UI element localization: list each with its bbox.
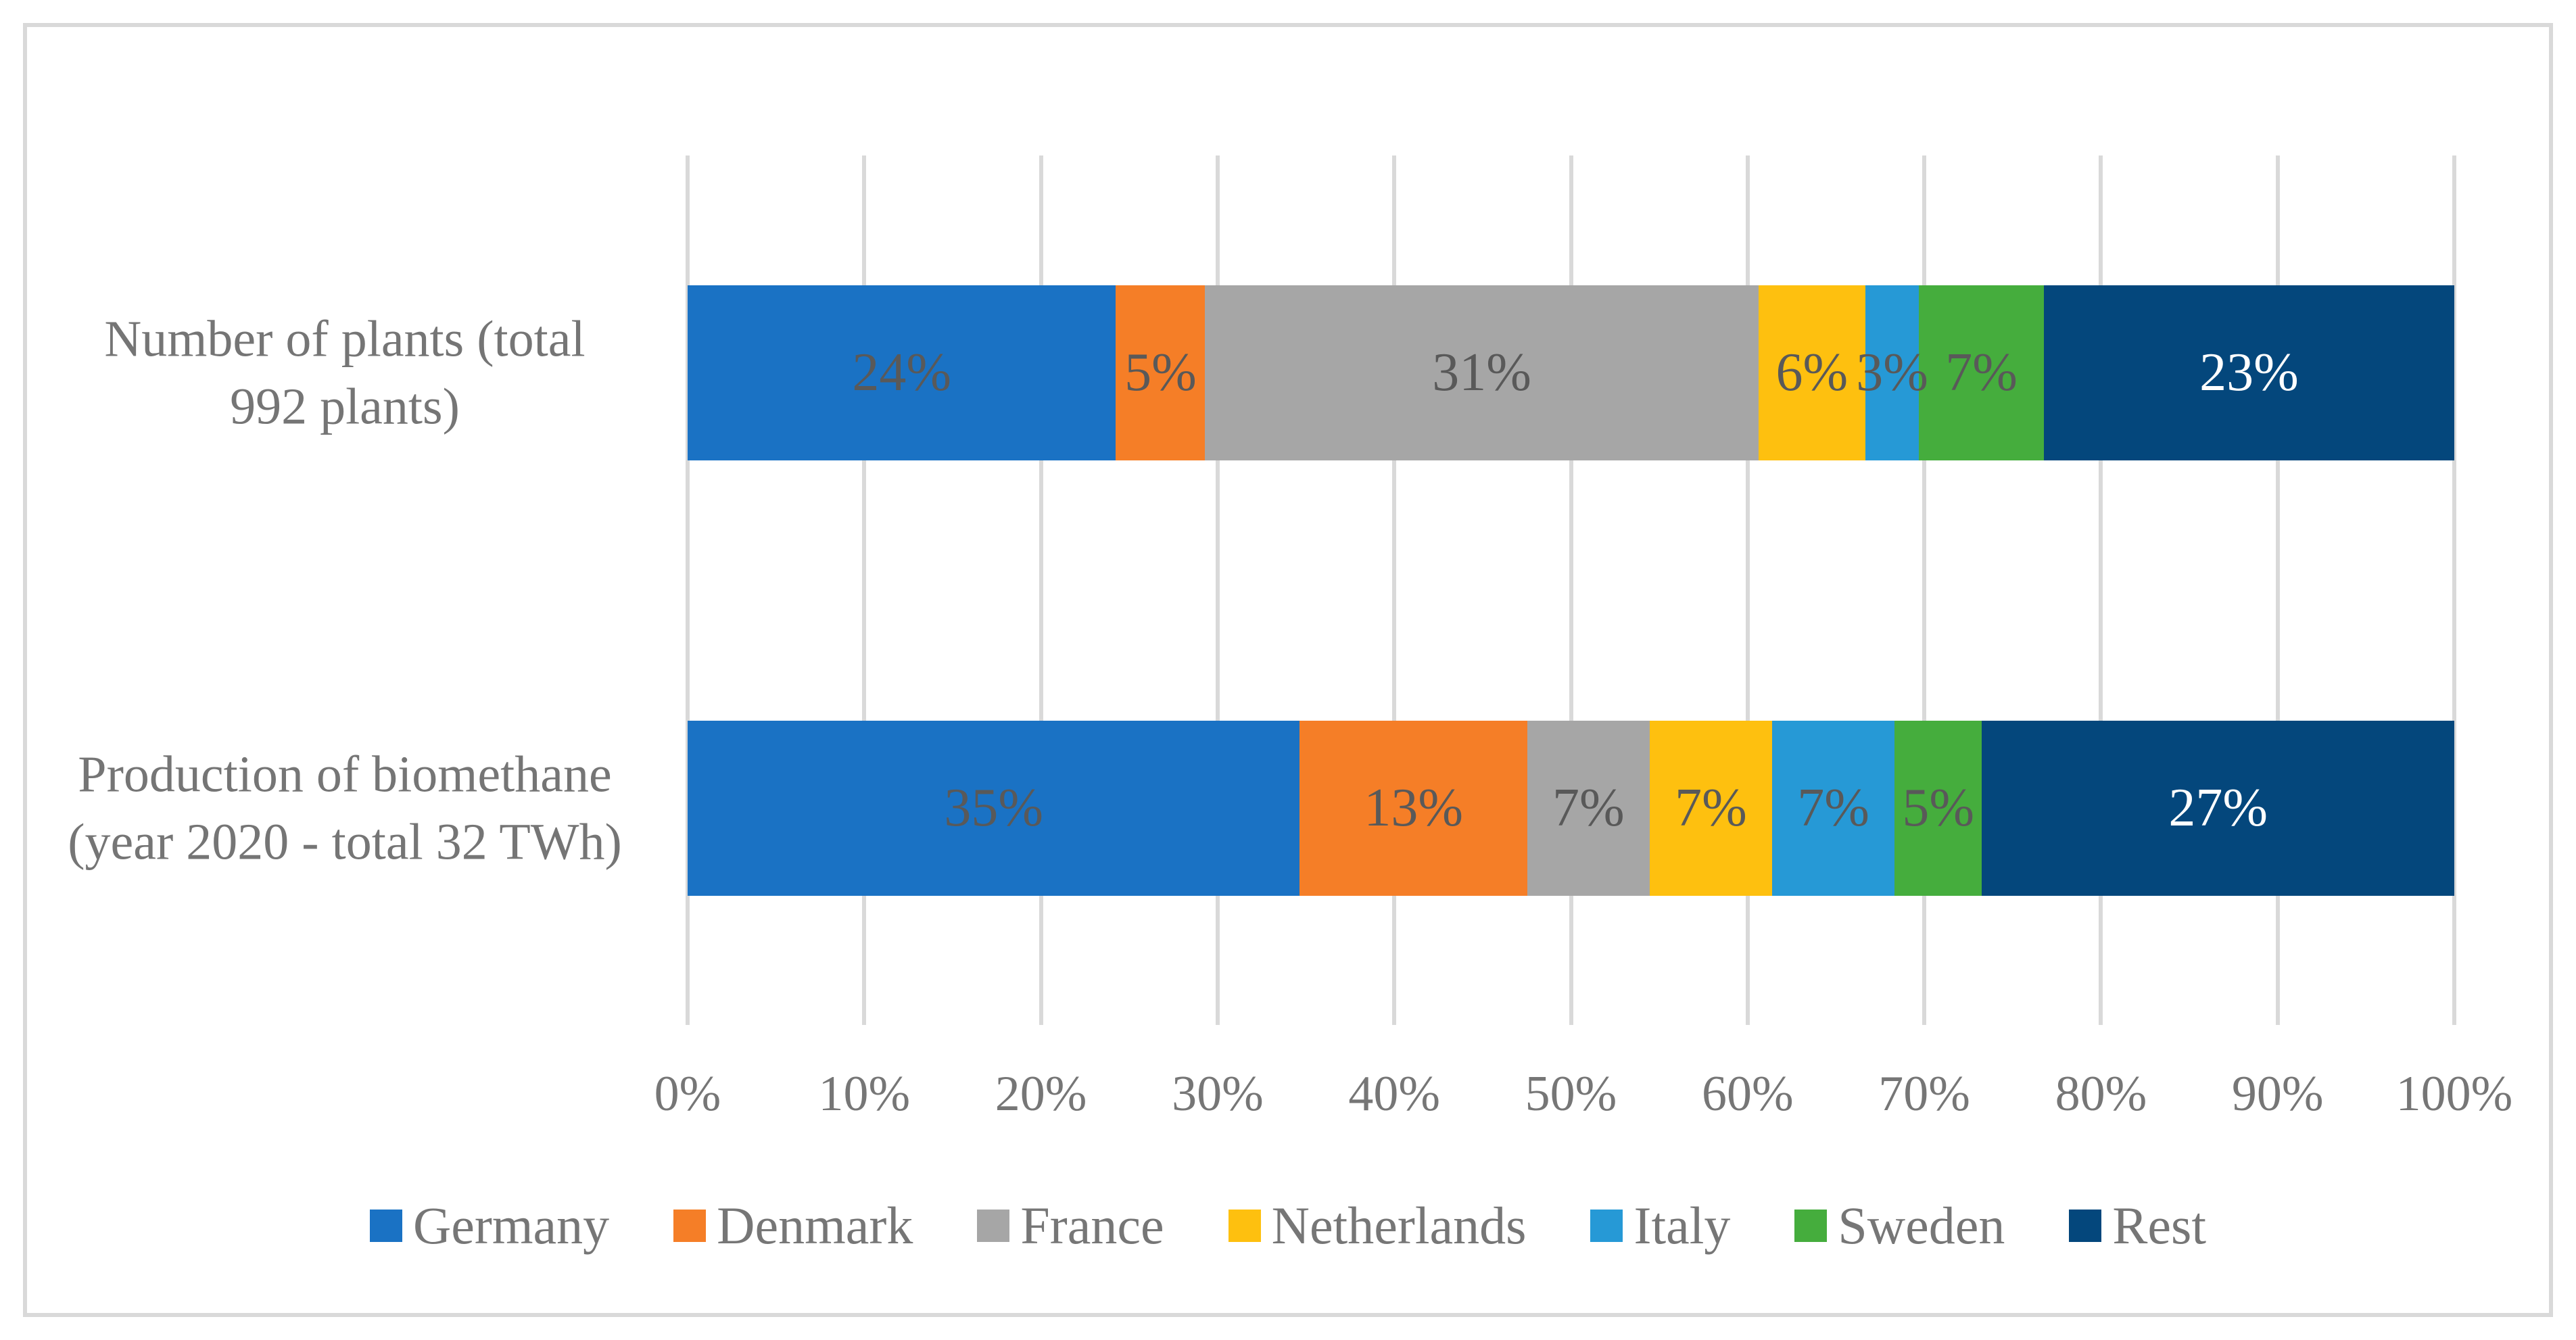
legend-swatch-icon	[2069, 1210, 2102, 1242]
category-label-line: 992 plants)	[230, 379, 460, 435]
legend-item-netherlands: Netherlands	[1228, 1195, 1527, 1256]
legend-label: Netherlands	[1271, 1196, 1527, 1255]
gridline-60%	[1745, 155, 1750, 1025]
bar-segment-germany: 35%	[688, 721, 1300, 896]
bar-segment-france: 31%	[1205, 285, 1759, 460]
legend-label: Germany	[412, 1196, 610, 1255]
legend-label: Italy	[1633, 1196, 1731, 1255]
x-tick-label: 60%	[1701, 1066, 1794, 1122]
legend-swatch-icon	[1590, 1210, 1623, 1242]
bar-segment-netherlands: 6%	[1758, 285, 1865, 460]
bar-segment-denmark: 5%	[1116, 285, 1206, 460]
gridline-50%	[1569, 155, 1573, 1025]
legend-item-germany: Germany	[369, 1195, 610, 1256]
gridline-70%	[1922, 155, 1927, 1025]
legend-swatch-icon	[1228, 1210, 1261, 1242]
plot-area: 0% 10% 20% 30% 40% 50% 60% 70% 80% 90% 100% 24% 5% 31…	[654, 155, 2512, 1122]
bar-segment-denmark: 13%	[1299, 721, 1527, 896]
bar-segment-sweden: 7%	[1919, 285, 2044, 460]
x-tick-label: 80%	[2055, 1066, 2147, 1122]
bar-row: 35% 13% 7% 7% 7% 5% 27%	[688, 721, 2454, 896]
x-tick-label: 50%	[1525, 1066, 1617, 1122]
data-label: 6%	[1775, 343, 1848, 402]
legend-swatch-icon	[1794, 1210, 1828, 1242]
data-label: 13%	[1364, 778, 1463, 838]
legend-item-sweden: Sweden	[1794, 1195, 2005, 1256]
data-label: 3%	[1856, 343, 1928, 402]
x-tick-label: 0%	[654, 1066, 721, 1122]
legend-swatch-icon	[673, 1210, 707, 1242]
data-label: 7%	[1945, 343, 2018, 402]
bar-segment-rest: 27%	[1982, 721, 2454, 896]
x-tick-label: 90%	[2231, 1066, 2324, 1122]
bar-segment-italy: 3%	[1856, 285, 1928, 460]
data-label: 5%	[1124, 343, 1197, 402]
data-label: 5%	[1902, 778, 1975, 838]
gridline-100%	[2452, 155, 2456, 1025]
data-label: 31%	[1432, 343, 1531, 402]
category-label: Number of plants (total 992 plants)	[41, 306, 649, 441]
x-tick-label: 30%	[1172, 1066, 1264, 1122]
data-label: 7%	[1552, 778, 1625, 838]
category-label: Production of biomethane (year 2020 - tot…	[41, 741, 649, 877]
x-tick-label: 20%	[995, 1066, 1087, 1122]
gridline-80%	[2099, 155, 2103, 1025]
legend-label: France	[1020, 1196, 1164, 1255]
gridline-20%	[1039, 155, 1043, 1025]
gridline-90%	[2275, 155, 2280, 1025]
gridline-0%	[686, 155, 690, 1025]
bar-segment-france: 7%	[1527, 721, 1650, 896]
data-label: 7%	[1797, 778, 1869, 838]
x-tick-label: 70%	[1878, 1066, 1970, 1122]
legend-item-denmark: Denmark	[673, 1195, 913, 1256]
legend: Germany Denmark France Netherlands Italy Swed…	[0, 1195, 2576, 1256]
bar-segment-germany: 24%	[688, 285, 1116, 460]
legend-label: Denmark	[717, 1196, 913, 1255]
data-label: 35%	[944, 778, 1044, 838]
bar-segment-netherlands: 7%	[1649, 721, 1772, 896]
category-label-line: Number of plants (total	[104, 310, 586, 368]
x-tick-label: 10%	[818, 1066, 911, 1122]
gridline-30%	[1215, 155, 1220, 1025]
data-label: 7%	[1675, 778, 1747, 838]
data-label: 24%	[852, 343, 952, 402]
bar-segment-sweden: 5%	[1894, 721, 1982, 896]
legend-label: Sweden	[1838, 1196, 2005, 1255]
x-tick-label: 40%	[1348, 1066, 1441, 1122]
data-label: 27%	[2168, 778, 2268, 838]
bar-row: 24% 5% 31% 6% 3% 7% 23%	[688, 285, 2454, 460]
legend-swatch-icon	[369, 1210, 402, 1242]
category-label-line: Production of biomethane	[78, 746, 612, 803]
gridline-10%	[862, 155, 867, 1025]
x-tick-label: 100%	[2395, 1066, 2513, 1122]
data-label: 23%	[2199, 343, 2299, 402]
gridline-40%	[1392, 155, 1397, 1025]
legend-item-rest: Rest	[2069, 1195, 2206, 1256]
category-label-line: (year 2020 - total 32 TWh)	[68, 814, 622, 871]
chart-frame	[23, 23, 2553, 1317]
bar-segment-rest: 23%	[2043, 285, 2454, 460]
legend-item-france: France	[977, 1195, 1164, 1256]
legend-swatch-icon	[977, 1210, 1010, 1242]
legend-item-italy: Italy	[1590, 1195, 1730, 1256]
bar-segment-italy: 7%	[1771, 721, 1895, 896]
legend-label: Rest	[2112, 1196, 2207, 1255]
